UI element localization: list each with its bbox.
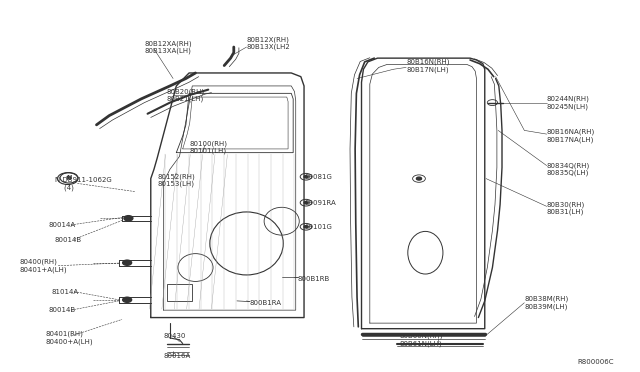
Text: 80152(RH)
80153(LH): 80152(RH) 80153(LH) (157, 173, 195, 187)
Text: N: N (65, 176, 70, 181)
Circle shape (304, 202, 308, 204)
Text: 80B38M(RH)
80B39M(LH): 80B38M(RH) 80B39M(LH) (524, 296, 568, 310)
Text: 80B20(RH)
80B21(LH): 80B20(RH) 80B21(LH) (167, 88, 205, 102)
Text: 80834Q(RH)
80835Q(LH): 80834Q(RH) 80835Q(LH) (547, 162, 590, 176)
Text: 80B16NA(RH)
80B17NA(LH): 80B16NA(RH) 80B17NA(LH) (547, 129, 595, 143)
Text: R800006C: R800006C (577, 359, 614, 365)
Circle shape (123, 260, 132, 265)
Circle shape (124, 216, 133, 221)
Circle shape (304, 176, 308, 178)
Text: 80081G: 80081G (304, 174, 332, 180)
Text: 80401(RH)
80400+A(LH): 80401(RH) 80400+A(LH) (45, 331, 93, 345)
Text: 80014B: 80014B (55, 237, 82, 243)
Text: 80014A: 80014A (49, 222, 76, 228)
Text: N: N (67, 175, 72, 180)
Text: N DB911-1062G
    (4): N DB911-1062G (4) (55, 177, 112, 191)
Circle shape (123, 297, 132, 302)
Text: 800B1RA: 800B1RA (250, 300, 282, 306)
Circle shape (304, 226, 308, 228)
Text: 80430: 80430 (164, 333, 186, 339)
Text: 80244N(RH)
80245N(LH): 80244N(RH) 80245N(LH) (547, 96, 589, 110)
Text: 80014B: 80014B (49, 307, 76, 313)
Text: 81014A: 81014A (52, 289, 79, 295)
Text: 800B1RB: 800B1RB (298, 276, 330, 282)
Text: 80B12XA(RH)
80B13XA(LH): 80B12XA(RH) 80B13XA(LH) (145, 40, 192, 54)
Text: 80B12X(RH)
80B13X(LH2: 80B12X(RH) 80B13X(LH2 (246, 36, 291, 50)
Text: 80B30(RH)
80B31(LH): 80B30(RH) 80B31(LH) (547, 201, 585, 215)
Text: 80B16N(RH)
80B17N(LH): 80B16N(RH) 80B17N(LH) (406, 58, 450, 73)
Text: 80091RA: 80091RA (304, 200, 336, 206)
Text: 60101G: 60101G (304, 224, 332, 230)
Text: 80400(RH)
80401+A(LH): 80400(RH) 80401+A(LH) (20, 259, 67, 273)
Text: 80B60N(RH)
80B61N(LH): 80B60N(RH) 80B61N(LH) (400, 333, 444, 347)
Circle shape (417, 177, 422, 180)
Text: 80100(RH)
80101(LH): 80100(RH) 80101(LH) (189, 140, 227, 154)
Text: 80016A: 80016A (164, 353, 191, 359)
